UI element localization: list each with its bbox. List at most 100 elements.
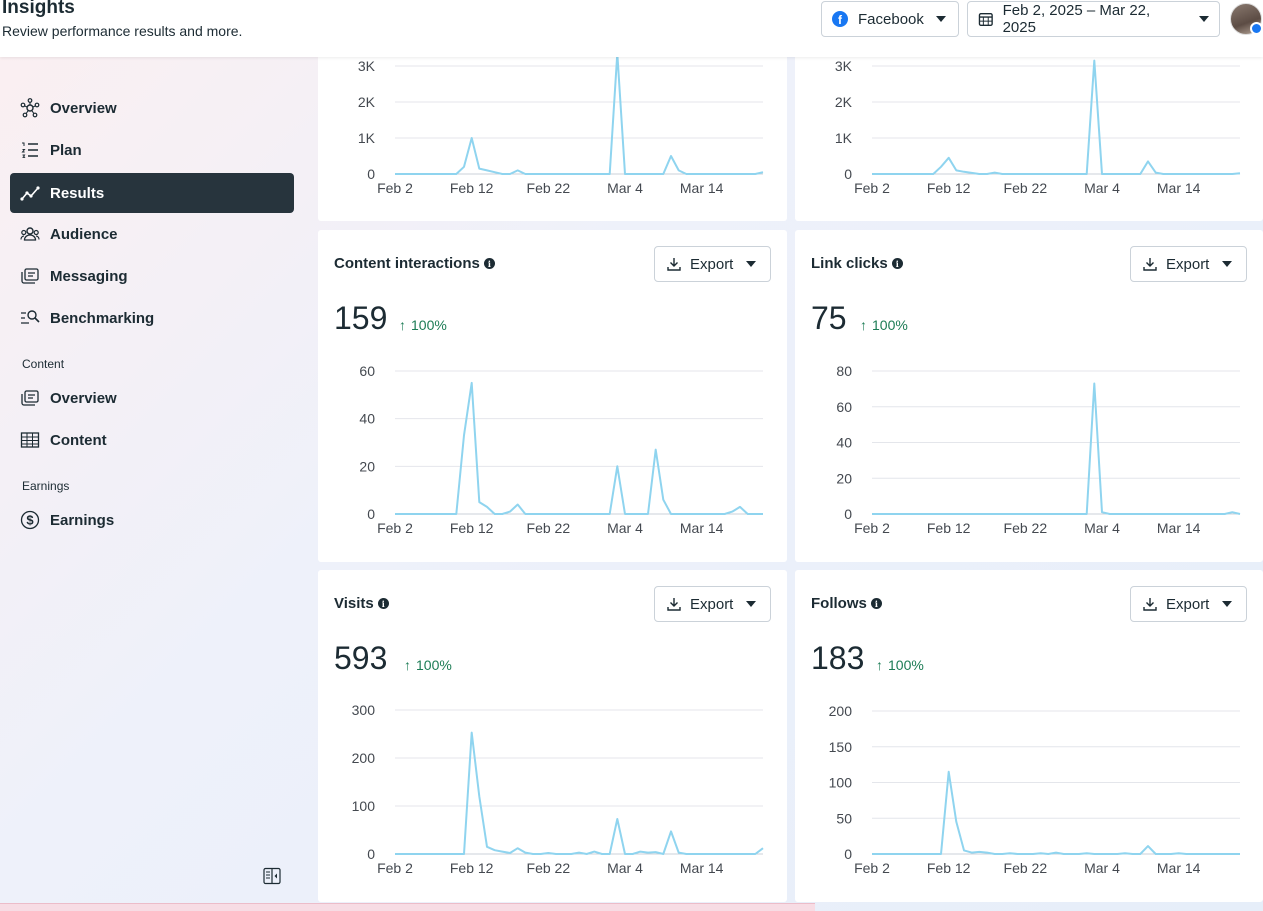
sidebar-item-label: Plan [50,141,82,159]
export-button[interactable]: Export [654,586,771,622]
y-tick-label: 100 [829,775,853,791]
x-tick-label: Feb 2 [377,180,413,196]
y-tick-label: 150 [829,739,853,755]
sidebar-item-content-overview[interactable]: Overview [10,378,294,418]
info-icon[interactable]: i [870,598,882,609]
sidebar-item-overview[interactable]: Overview [10,88,294,128]
sidebar-item-plan[interactable]: Plan [10,130,294,170]
card-title: Link clicks i [811,255,903,272]
x-tick-label: Feb 2 [854,520,890,536]
download-icon [667,258,681,271]
svg-text:$: $ [26,513,34,528]
y-tick-label: 200 [829,703,853,719]
y-tick-label: 3K [358,58,376,74]
sidebar-item-content[interactable]: Content [10,420,294,460]
chevron-down-icon [1199,16,1209,22]
card-title: Visits i [334,595,389,612]
metric-card-content-interactions: Content interactions i Export 159 ↑ 100% 0… [318,230,787,562]
metric-change: ↑ 100% [876,657,924,673]
sidebar-item-audience[interactable]: Audience [10,214,294,254]
sidebar-item-label: Earnings [50,511,115,529]
bottom-banner-edge [0,903,815,911]
info-icon[interactable]: i [891,258,903,269]
sidebar-item-benchmarking[interactable]: Benchmarking [10,298,294,338]
facebook-icon: f [832,11,848,27]
x-tick-label: Mar 4 [1084,860,1120,876]
x-tick-label: Mar 4 [607,180,643,196]
series-line [395,381,763,515]
chevron-down-icon [1222,601,1233,607]
chevron-down-icon [1222,261,1233,267]
line-chart: 0 50 100 150 200 Feb 2 Feb 12 Feb 22 Mar 4 Mar 14 [829,703,1240,876]
series-line [872,59,1241,175]
x-tick-label: Feb 12 [927,860,971,876]
chevron-down-icon [935,16,946,22]
chevron-down-icon [746,601,757,607]
export-button[interactable]: Export [1130,246,1247,282]
y-tick-label: 0 [367,166,375,182]
x-tick-label: Mar 14 [680,520,724,536]
line-chart: 0 1K 2K 3K Feb 2 Feb 12 Feb 22 Mar 4 Mar 14 [358,52,764,196]
dollar-icon: $ [20,510,40,530]
sidebar-item-label: Messaging [50,267,128,285]
y-tick-label: 50 [836,810,852,826]
metric-card-follows: Follows i Export 183 ↑ 100% 0 50 100 150 200 Fe… [795,570,1263,902]
sidebar-item-earnings[interactable]: $ Earnings [10,500,294,540]
x-tick-label: Mar 4 [1084,180,1120,196]
arrow-up-icon: ↑ [876,657,883,673]
sidebar-item-label: Content [50,431,107,449]
collapse-sidebar-icon[interactable] [263,867,281,885]
export-label: Export [1166,595,1210,613]
info-icon[interactable]: i [483,258,495,269]
card-title: Follows i [811,595,882,612]
trend-icon [20,183,40,203]
arrow-up-icon: ↑ [404,657,411,673]
x-tick-label: Feb 12 [927,180,971,196]
export-label: Export [690,255,734,273]
x-tick-label: Feb 12 [450,860,494,876]
export-label: Export [690,595,734,613]
metric-total: 593 [334,640,388,676]
sidebar: Overview Plan Results Audience Messaging… [0,57,305,911]
platform-dropdown-label: Facebook [858,10,924,28]
sidebar-item-messaging[interactable]: Messaging [10,256,294,296]
date-range-dropdown[interactable]: Feb 2, 2025 – Mar 22, 2025 [967,1,1220,37]
card-title: Content interactions i [334,255,495,272]
y-tick-label: 2K [835,94,853,110]
export-label: Export [1166,255,1210,273]
sidebar-item-label: Overview [50,389,117,407]
sidebar-item-results[interactable]: Results [10,173,294,213]
metric-total: 159 [334,300,388,336]
line-chart: 0 1K 2K 3K Feb 2 Feb 12 Feb 22 Mar 4 Mar 14 [835,58,1241,196]
x-tick-label: Feb 2 [854,860,890,876]
metric-total: 183 [811,640,865,676]
metric-change: ↑ 100% [399,317,447,333]
network-icon [20,98,40,118]
y-tick-label: 1K [358,130,376,146]
export-button[interactable]: Export [654,246,771,282]
x-tick-label: Feb 22 [1004,520,1048,536]
sidebar-item-label: Benchmarking [50,309,155,327]
x-tick-label: Mar 14 [1157,180,1201,196]
x-tick-label: Feb 22 [527,860,571,876]
date-range-label: Feb 2, 2025 – Mar 22, 2025 [1002,2,1151,36]
info-icon[interactable]: i [377,598,389,609]
series-line [872,382,1241,515]
y-tick-label: 0 [844,166,852,182]
content-overview-icon [20,388,40,408]
x-tick-label: Feb 2 [377,860,413,876]
y-tick-label: 1K [835,130,853,146]
y-tick-label: 40 [359,411,375,427]
export-button[interactable]: Export [1130,586,1247,622]
y-tick-label: 40 [836,435,852,451]
x-tick-label: Mar 14 [680,860,724,876]
platform-dropdown[interactable]: f Facebook [821,1,959,37]
y-tick-label: 100 [352,798,376,814]
y-tick-label: 0 [844,506,852,522]
metric-change: ↑ 100% [860,317,908,333]
chevron-down-icon [746,261,757,267]
series-line [872,770,1240,855]
metric-card-views: 0 1K 2K 3K Feb 2 Feb 12 Feb 22 Mar 4 Mar 14 [795,43,1263,221]
x-tick-label: Mar 4 [1084,520,1120,536]
x-tick-label: Feb 12 [927,520,971,536]
